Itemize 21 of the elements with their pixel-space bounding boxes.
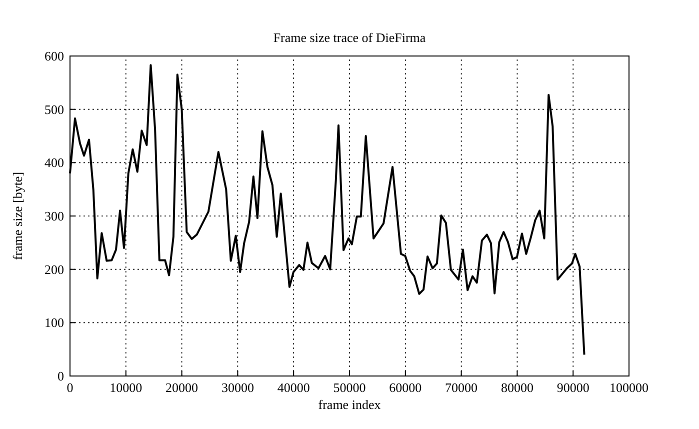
y-tick-label: 0 [58, 368, 64, 384]
x-tick-label: 10000 [110, 380, 142, 395]
x-tick-label: 50000 [333, 380, 366, 395]
x-tick-label: 80000 [500, 380, 534, 395]
chart-title: Frame size trace of DieFirma [273, 30, 426, 45]
y-tick-label: 400 [44, 155, 64, 170]
y-tick-label: 100 [44, 315, 64, 330]
x-tick-label: 30000 [221, 380, 254, 395]
x-tick-label: 60000 [389, 380, 422, 395]
x-tick-label: 0 [66, 380, 74, 395]
y-tick-label: 500 [44, 102, 64, 117]
x-tick-label: 90000 [556, 380, 590, 395]
y-axis-title: frame size [byte] [10, 172, 25, 260]
x-tick-label: 20000 [166, 380, 198, 395]
x-tick-label: 100000 [610, 380, 648, 395]
x-tick-label: 40000 [277, 380, 310, 395]
y-tick-label: 200 [44, 262, 64, 277]
y-tick-label: 600 [44, 48, 64, 64]
x-tick-label: 70000 [445, 380, 478, 395]
x-axis-title: frame index [318, 397, 382, 412]
y-tick-label: 300 [44, 208, 64, 224]
